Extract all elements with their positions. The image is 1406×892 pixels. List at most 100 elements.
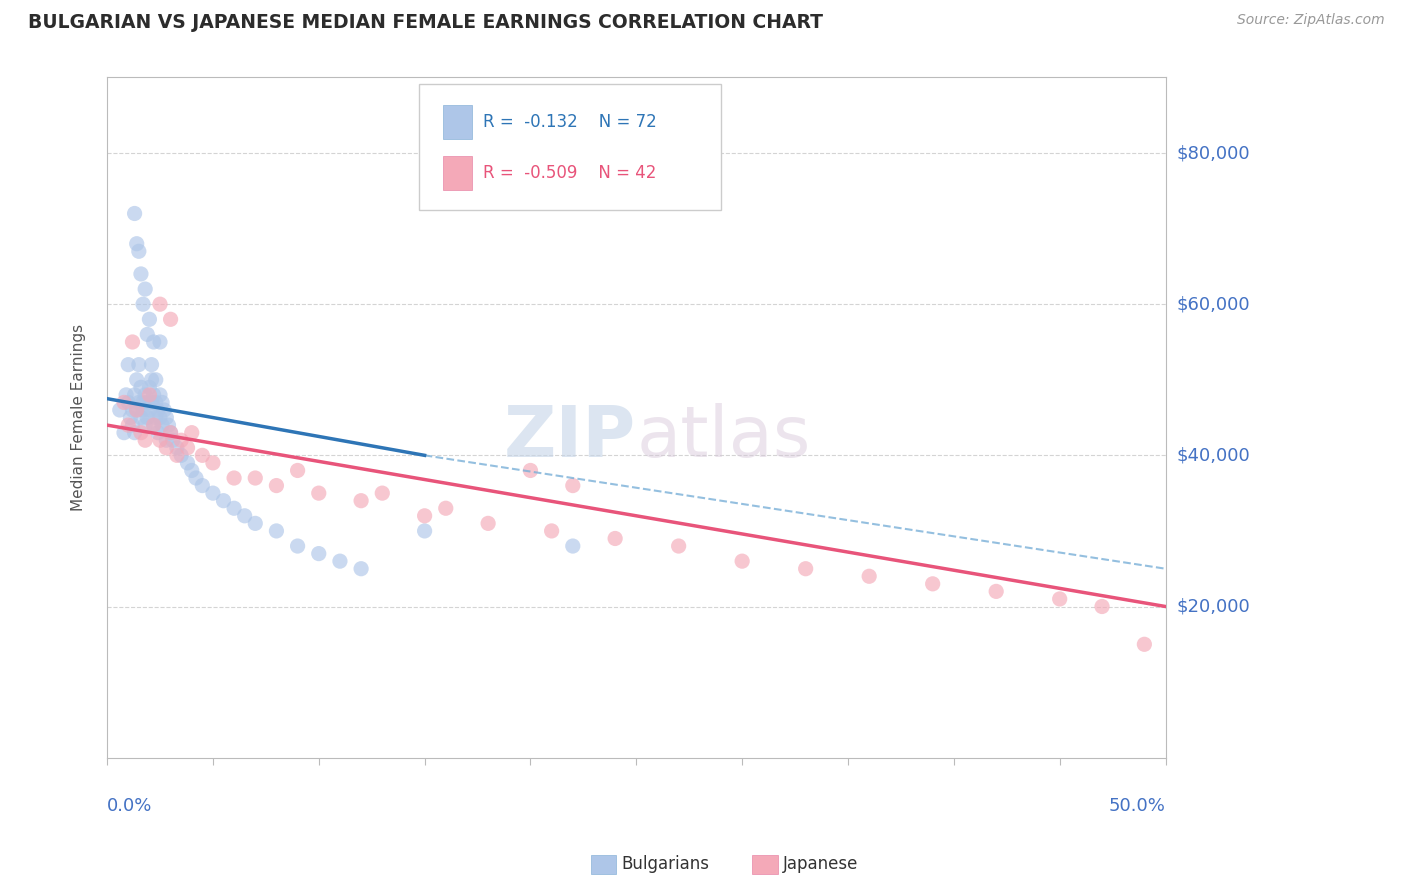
Point [108,403,131,417]
Point [668,539,690,553]
Point [138,380,160,394]
Point [142,334,165,349]
Point [222,501,245,516]
Point [120,410,142,425]
Point [308,547,330,561]
Text: ZIP: ZIP [505,403,637,473]
Point [138,403,160,417]
Point [986,584,1008,599]
Point [124,425,146,440]
Point [149,297,172,311]
Point [180,463,202,477]
Point [145,373,167,387]
Point [159,425,181,440]
Point [329,554,352,568]
FancyBboxPatch shape [419,84,721,211]
Point [129,267,152,281]
Point [125,403,148,417]
Point [287,539,309,553]
Point [245,471,267,485]
Point [138,388,160,402]
Point [115,388,138,402]
Point [132,395,155,409]
Point [145,395,167,409]
Point [191,478,214,492]
Point [561,539,583,553]
Point [1049,591,1071,606]
Point [136,410,159,425]
Point [125,373,148,387]
Point [129,425,152,440]
FancyBboxPatch shape [443,156,472,190]
Point [413,508,436,523]
Point [1133,637,1156,651]
Point [150,395,173,409]
Point [117,418,139,433]
Point [145,410,167,425]
Point [132,297,155,311]
Point [141,358,163,372]
Point [921,577,943,591]
Point [350,493,373,508]
Point [434,501,457,516]
Point [134,418,156,433]
Text: Japanese: Japanese [783,855,859,873]
Point [125,236,148,251]
Point [155,434,177,448]
Text: 0.0%: 0.0% [107,797,152,814]
Point [141,395,163,409]
Point [142,418,165,433]
Point [136,327,159,342]
Point [245,516,267,531]
Point [136,395,159,409]
Point [121,403,143,417]
Point [201,486,224,500]
Point [233,508,256,523]
Point [159,312,181,326]
Point [142,388,165,402]
Point [180,425,202,440]
Point [138,312,160,326]
Point [153,403,176,417]
Point [155,410,177,425]
Text: $40,000: $40,000 [1177,446,1250,465]
Text: atlas: atlas [637,403,811,473]
Point [149,388,172,402]
Point [134,282,156,296]
Point [121,418,143,433]
Point [184,471,207,485]
Text: R =  -0.132    N = 72: R = -0.132 N = 72 [482,112,657,130]
Point [129,410,152,425]
Text: $60,000: $60,000 [1177,295,1250,313]
Point [149,410,172,425]
Point [371,486,394,500]
Point [794,562,817,576]
Point [155,441,177,455]
Point [134,388,156,402]
Point [166,448,188,462]
Point [112,425,135,440]
Text: Bulgarians: Bulgarians [621,855,710,873]
Point [308,486,330,500]
Point [146,425,169,440]
Point [222,471,245,485]
Point [124,388,146,402]
Point [212,493,235,508]
Text: 50.0%: 50.0% [1109,797,1166,814]
Point [266,524,288,538]
Point [149,434,172,448]
Point [157,418,180,433]
Point [141,373,163,387]
Point [350,562,373,576]
Point [413,524,436,538]
Point [170,448,193,462]
Point [561,478,583,492]
Point [128,244,150,259]
Point [176,441,198,455]
Point [129,380,152,394]
Text: BULGARIAN VS JAPANESE MEDIAN FEMALE EARNINGS CORRELATION CHART: BULGARIAN VS JAPANESE MEDIAN FEMALE EARN… [28,13,823,32]
Point [128,395,150,409]
Point [132,403,155,417]
Point [117,358,139,372]
Point [605,532,627,546]
